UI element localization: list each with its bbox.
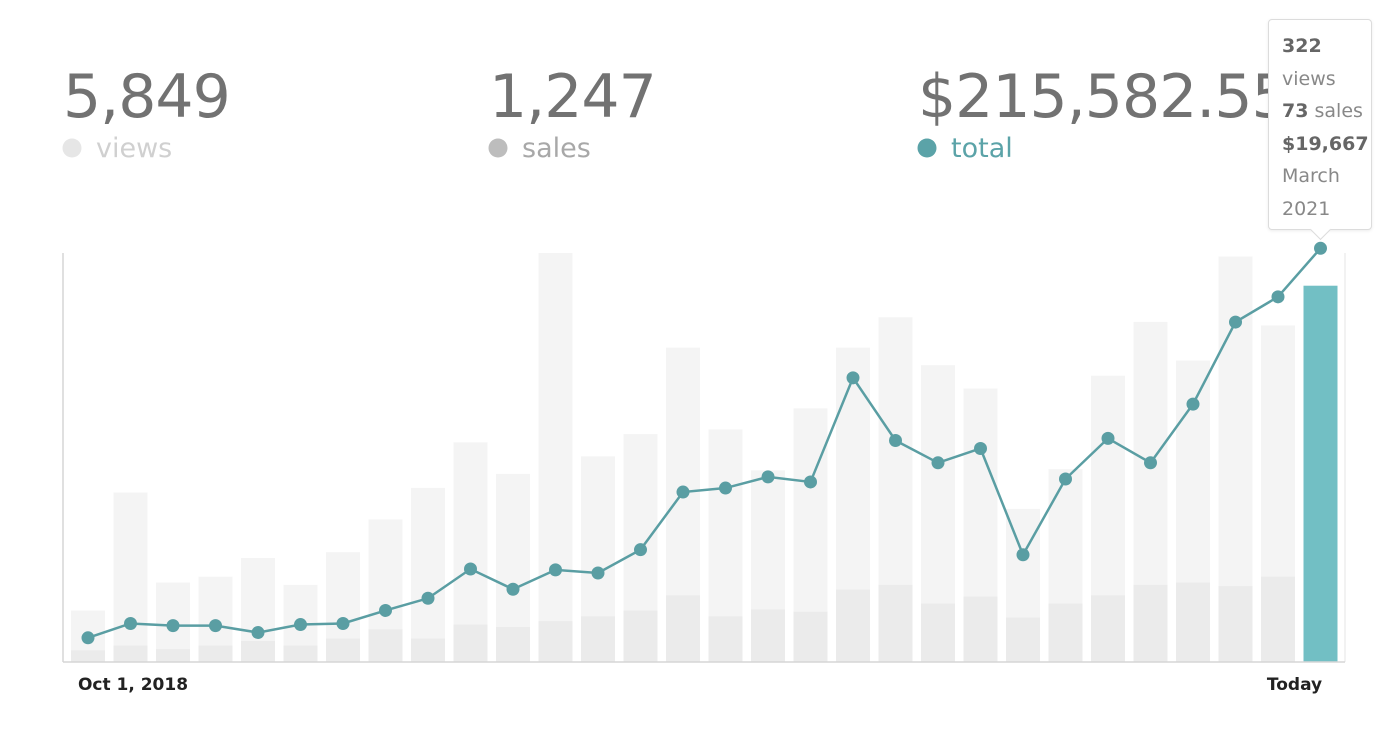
total-point <box>294 618 307 632</box>
total-point <box>974 441 987 455</box>
legend-label: total <box>951 133 1013 164</box>
sales-bar <box>71 650 105 662</box>
total-point <box>336 617 350 631</box>
tooltip-date: March 2021 <box>1282 165 1340 220</box>
total-point <box>209 619 222 633</box>
summary-value: 5,849 <box>63 62 230 132</box>
sales-bar <box>1133 584 1168 662</box>
sales-bar <box>241 640 275 662</box>
total-point <box>761 470 775 484</box>
sales-bar <box>1218 586 1253 662</box>
total-point <box>846 371 860 385</box>
sales-bar <box>538 621 573 662</box>
sales-bar <box>963 596 998 662</box>
total-point <box>464 562 477 576</box>
sales-bar <box>836 589 870 662</box>
views-bar <box>538 252 573 662</box>
total-line <box>87 247 1322 639</box>
tooltip-sales: 73 <box>1282 100 1309 123</box>
total-point <box>676 485 690 499</box>
x-tick-label: Oct 1, 2018 <box>78 675 188 695</box>
total-point <box>81 631 95 645</box>
views-bar <box>113 492 148 662</box>
total-point <box>124 617 137 631</box>
tooltip-row: views <box>1282 67 1336 90</box>
tooltip-row: 322 <box>1282 30 1371 63</box>
tooltip-views: 322 <box>1282 35 1322 57</box>
sales-bar <box>708 616 743 662</box>
total-point <box>634 543 647 557</box>
sales-bar <box>1006 617 1040 662</box>
tooltip: 322 views 73 sales $19,667 March 2021 <box>1268 19 1372 230</box>
sales-bar <box>581 616 615 662</box>
sales-bar <box>1048 603 1083 662</box>
summary-value: $215,582.55 <box>918 62 1289 132</box>
sales-bar <box>1303 576 1338 662</box>
sales-bar <box>198 645 233 662</box>
total-point <box>889 434 902 448</box>
total-point <box>1059 472 1072 486</box>
total-point <box>379 603 392 617</box>
total-point <box>506 582 520 596</box>
sales-bar <box>623 610 658 662</box>
sales-bar <box>326 638 360 662</box>
total-point <box>1186 397 1200 411</box>
sales-bar <box>878 584 913 662</box>
total-point <box>591 566 605 580</box>
views-bar <box>411 487 445 662</box>
total-point <box>1016 548 1030 562</box>
sales-bar <box>1176 582 1210 662</box>
sales-bar <box>496 626 530 662</box>
sales-bar <box>156 649 190 662</box>
sales-bar <box>793 611 828 662</box>
sales-bar <box>1261 576 1295 662</box>
total-point <box>1229 315 1242 329</box>
sales-bar <box>751 609 785 662</box>
sales-bar <box>113 645 148 662</box>
legend-label: views <box>96 133 172 164</box>
legend-dot <box>488 138 508 158</box>
total-point <box>1314 241 1327 255</box>
legend-dot <box>62 138 82 158</box>
sales-bar <box>453 624 488 662</box>
x-tick-label: Today <box>1267 675 1322 695</box>
legend-label: sales <box>522 133 591 164</box>
total-point <box>1101 431 1115 445</box>
tooltip-total: $19,667 <box>1282 132 1369 155</box>
sales-bar <box>666 595 700 662</box>
sales-bar <box>921 603 955 662</box>
tooltip-row: 73 sales <box>1282 95 1371 128</box>
total-point <box>804 475 817 489</box>
total-point <box>1271 290 1285 304</box>
total-point <box>421 591 435 605</box>
total-point <box>719 481 732 495</box>
total-point <box>251 626 265 640</box>
tooltip-sales-label: sales <box>1314 100 1363 123</box>
total-point <box>549 563 562 577</box>
sales-bar <box>368 629 403 662</box>
legend-dot <box>917 138 937 158</box>
sales-bar <box>283 645 318 662</box>
sales-bar <box>1091 595 1125 662</box>
total-point <box>166 619 180 633</box>
total-point <box>931 456 945 470</box>
sales-bar <box>411 638 445 662</box>
summary-value: 1,247 <box>489 62 656 132</box>
tooltip-row: $19,667 <box>1282 128 1371 161</box>
total-point <box>1144 456 1157 470</box>
